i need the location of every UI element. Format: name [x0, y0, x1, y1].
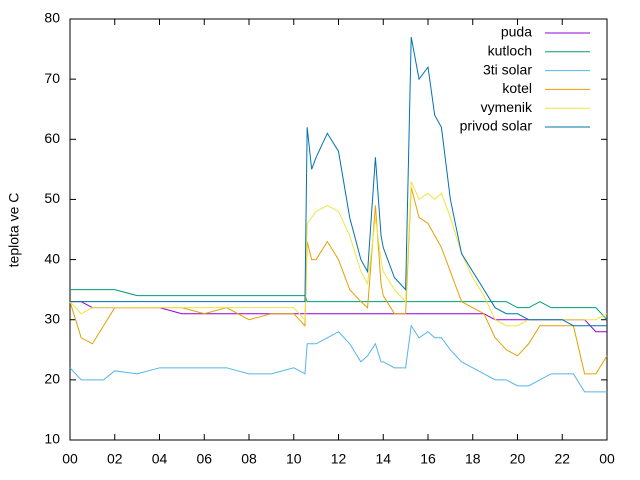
series-line [69, 187, 608, 375]
x-tick-label: 00 [599, 451, 615, 467]
legend-label: privod solar [460, 118, 533, 134]
series-line [70, 36, 607, 327]
x-tick-label: 14 [375, 451, 391, 467]
x-tick-label: 00 [62, 451, 78, 467]
x-tick-label: 02 [107, 451, 123, 467]
x-tick-label: 04 [152, 451, 168, 467]
legend-label: vymenik [481, 99, 533, 115]
y-axis-label: teplota ve C [6, 193, 22, 268]
y-tick-label: 70 [44, 70, 60, 86]
legend-label: kotel [502, 80, 532, 96]
legend-label: 3ti solar [483, 61, 532, 77]
series-line [70, 301, 607, 333]
y-tick-label: 80 [44, 10, 60, 26]
y-tick-label: 50 [44, 190, 60, 206]
series-line [69, 181, 608, 327]
y-tick-label: 20 [44, 371, 60, 387]
y-tick-label: 10 [44, 431, 60, 447]
x-tick-label: 06 [196, 451, 212, 467]
x-tick-label: 22 [554, 451, 570, 467]
x-tick-label: 20 [510, 451, 526, 467]
y-tick-label: 60 [44, 130, 60, 146]
y-tick-label: 30 [44, 310, 60, 326]
y-tick-label: 40 [44, 250, 60, 266]
x-tick-label: 12 [331, 451, 347, 467]
series-line [69, 324, 607, 393]
series-line [70, 289, 608, 321]
x-tick-label: 08 [241, 451, 257, 467]
x-tick-label: 18 [465, 451, 481, 467]
x-tick-label: 10 [286, 451, 302, 467]
legend-label: puda [501, 24, 532, 40]
x-tick-label: 16 [420, 451, 436, 467]
legend-label: kutloch [488, 43, 532, 59]
